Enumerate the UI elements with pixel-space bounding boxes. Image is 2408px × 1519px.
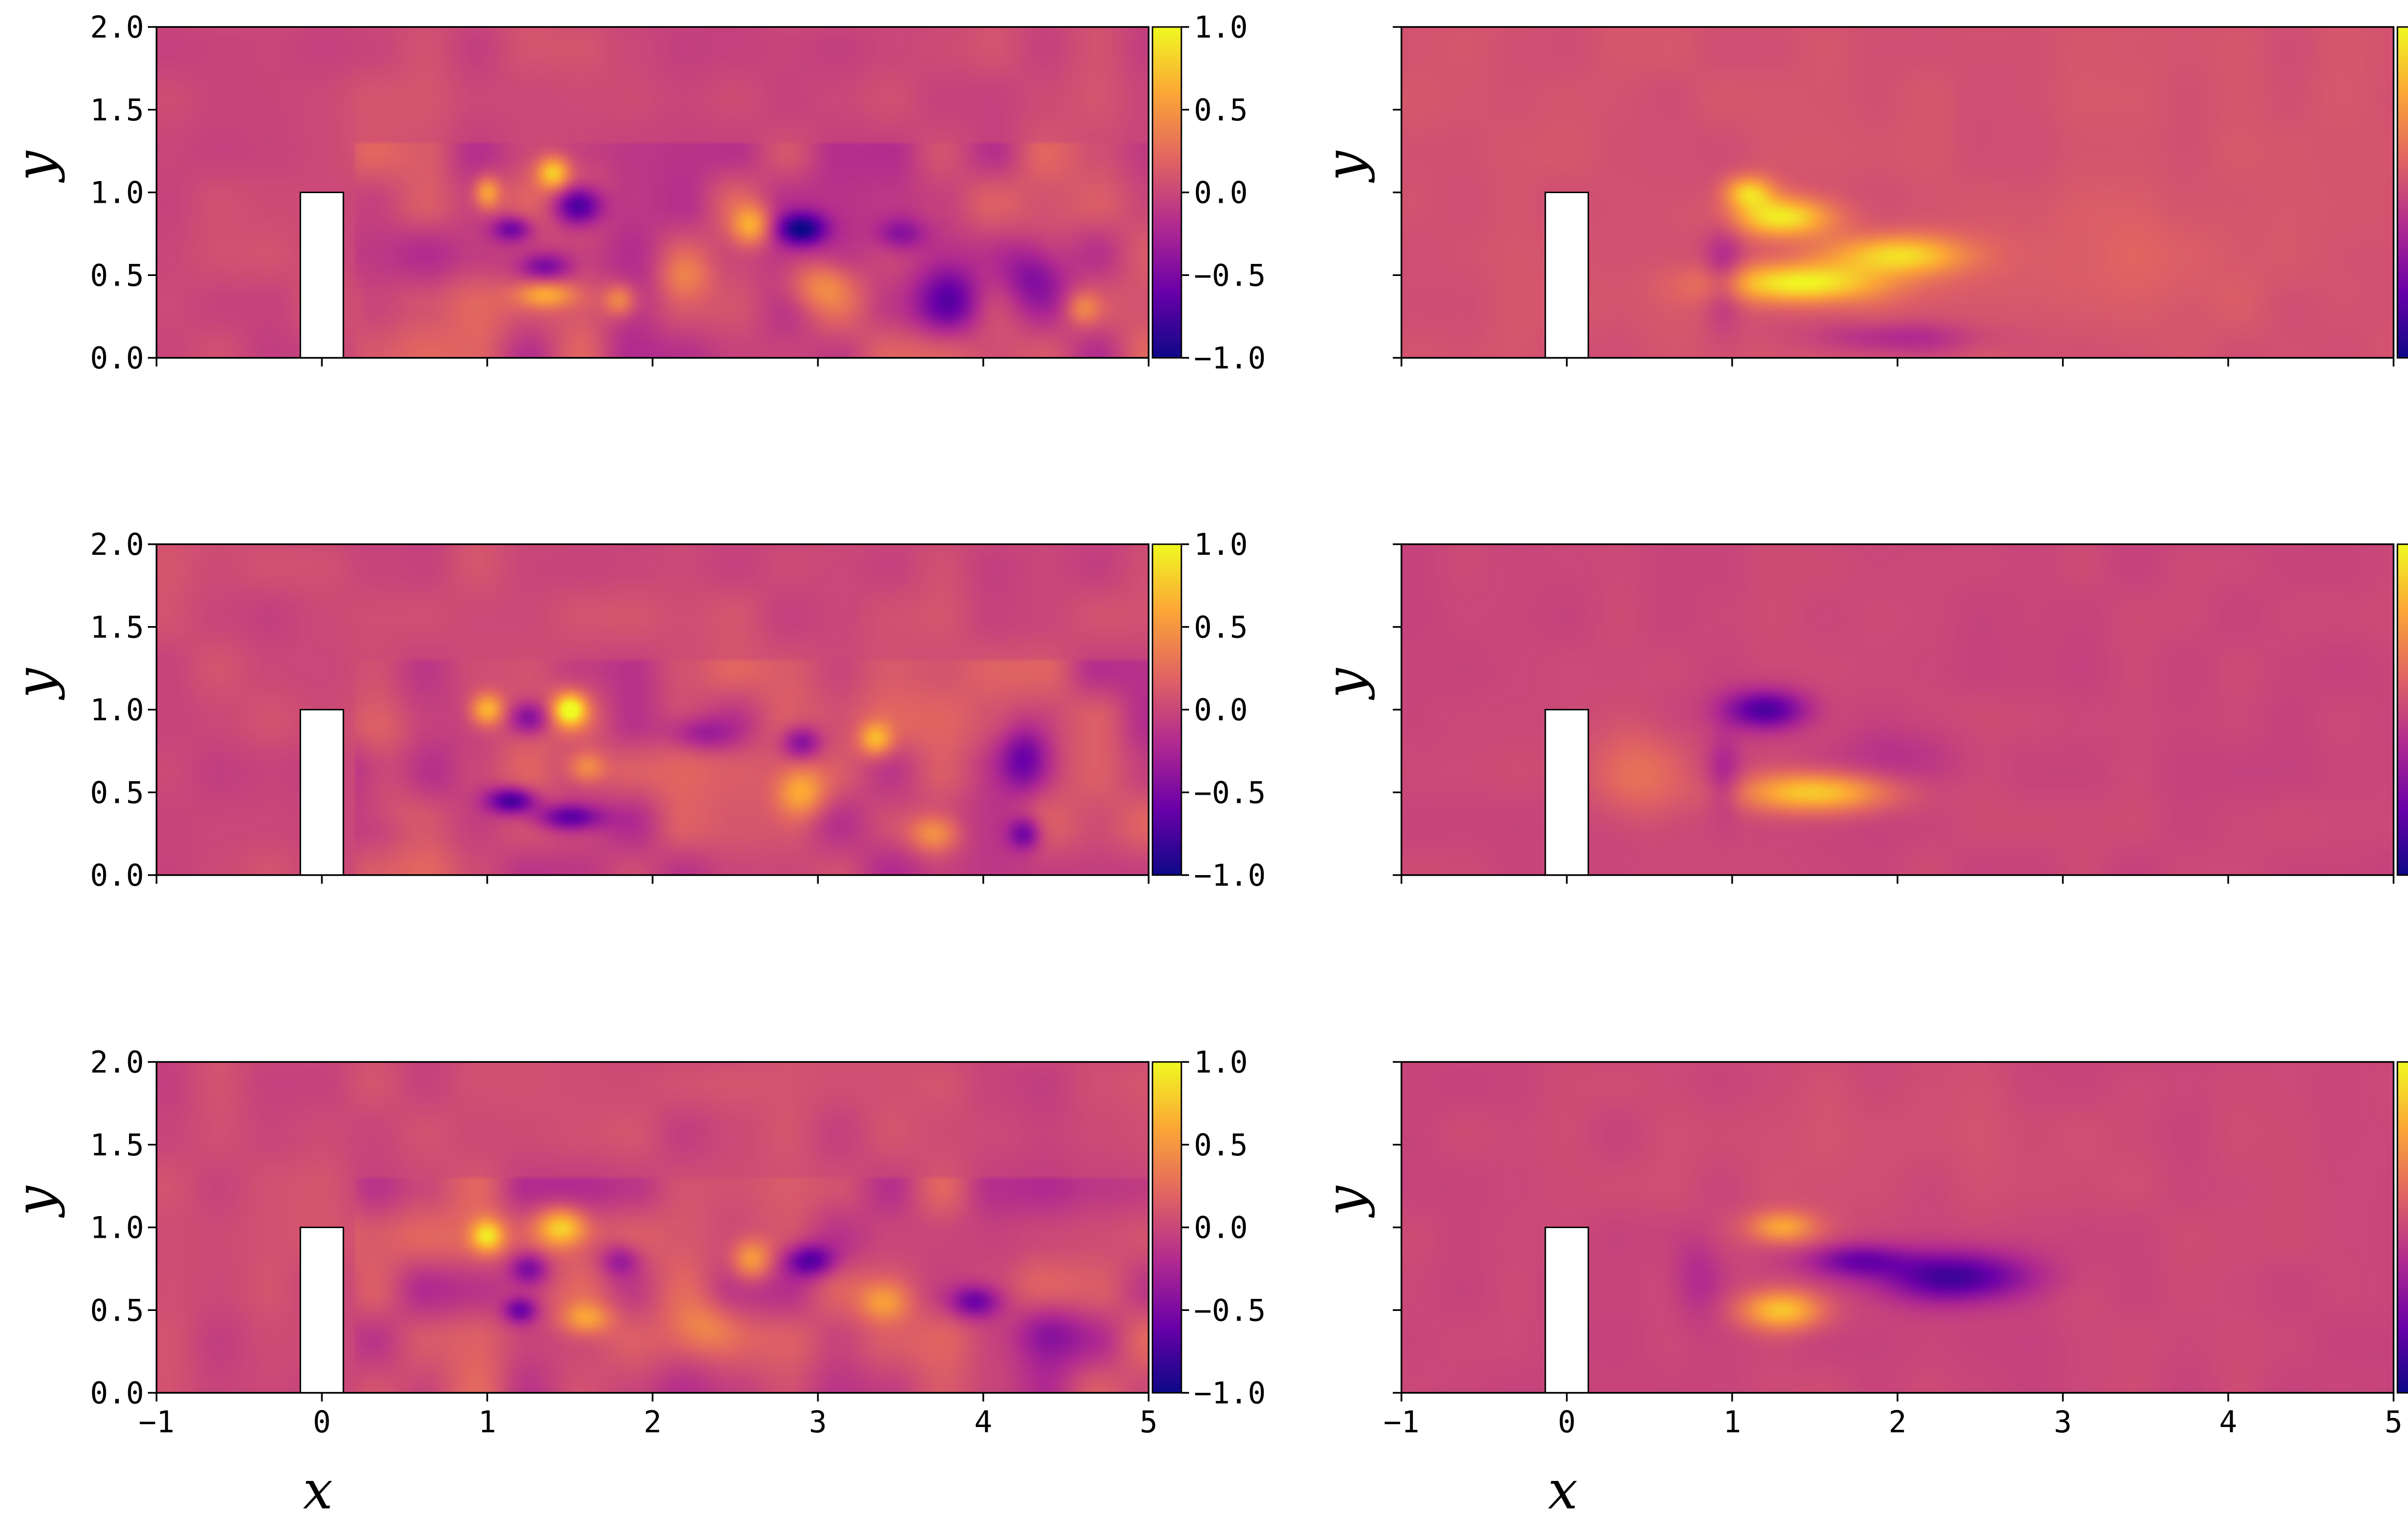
y-tick-label: 0.0 xyxy=(90,858,144,893)
colorbar-tick-label: −0.5 xyxy=(1194,1293,1266,1328)
colorbar-tick-label: 1.0 xyxy=(1194,527,1248,562)
colorbar xyxy=(1152,543,1182,876)
panel-row1-left: 0.0 0.5 1.0 1.5 2.0 y −1.0 −0.5 0.0 0.5 1.0 xyxy=(4,10,1266,376)
obstacle xyxy=(300,709,344,876)
x-tick-label: 4 xyxy=(974,1404,992,1440)
y-axis-title: y xyxy=(4,1185,65,1218)
y-tick-label: 1.0 xyxy=(90,693,144,728)
colorbar xyxy=(2396,1061,2408,1394)
obstacle xyxy=(1544,709,1589,876)
colorbar-tick-label: 0.0 xyxy=(1194,1210,1248,1245)
y-tick-label: 1.0 xyxy=(90,1210,144,1245)
x-tick-label: 5 xyxy=(2384,1404,2402,1440)
y-axis-title: y xyxy=(1314,150,1375,183)
x-tick-label: 3 xyxy=(2054,1404,2072,1440)
y-tick-label: 0.5 xyxy=(90,775,144,810)
obstacle xyxy=(1544,192,1589,359)
colorbar-tick-label: 1.0 xyxy=(1194,10,1248,45)
y-axis-title: y xyxy=(4,668,65,701)
colorbar-tick-label: 0.0 xyxy=(1194,175,1248,210)
colorbar-tick-label: 0.5 xyxy=(1194,92,1248,128)
y-tick-label: 1.5 xyxy=(90,610,144,645)
y-tick-label: 0.0 xyxy=(90,1375,144,1411)
x-tick-label: 1 xyxy=(1723,1404,1741,1440)
colorbar-tick-label: 1.0 xyxy=(1194,1045,1248,1080)
colorbar xyxy=(1152,26,1182,359)
obstacle xyxy=(1544,1227,1589,1394)
x-tick-label: −1 xyxy=(139,1404,175,1440)
colorbar-tick-label: 0.5 xyxy=(1194,1127,1248,1163)
y-tick-label: 1.5 xyxy=(90,92,144,128)
colorbar xyxy=(2396,543,2408,876)
colorbar-tick-label: −1.0 xyxy=(1194,858,1266,893)
colorbar-tick-label: −1.0 xyxy=(1194,340,1266,376)
colorbar-tick-label: −1.0 xyxy=(1194,1375,1266,1411)
panel-row2-left: 0.0 0.5 1.0 1.5 2.0 y −1.0 −0.5 0.0 0.5 1.0 xyxy=(4,527,1266,893)
y-tick-label: 2.0 xyxy=(90,1045,144,1080)
x-tick-label: 2 xyxy=(1888,1404,1906,1440)
x-tick-label: −1 xyxy=(1384,1404,1420,1440)
colorbar-tick-label: −0.5 xyxy=(1194,258,1266,293)
y-tick-label: 2.0 xyxy=(90,10,144,45)
y-tick-label: 1.5 xyxy=(90,1127,144,1163)
y-tick-label: 0.5 xyxy=(90,258,144,293)
panel-row2-right: y−1.0−0.50.00.51.0 xyxy=(1314,543,2408,884)
obstacle xyxy=(300,192,344,359)
x-tick-label: 3 xyxy=(809,1404,827,1440)
y-axis-title: y xyxy=(1314,1185,1375,1218)
x-tick-label: 4 xyxy=(2219,1404,2237,1440)
y-tick-label: 2.0 xyxy=(90,527,144,562)
panels-layer: 0.00.51.01.52.0y−1.0−0.50.00.51.0y−1.0−0… xyxy=(4,10,2408,1519)
x-tick-label: 0 xyxy=(1558,1404,1576,1440)
obstacle xyxy=(300,1227,344,1394)
colorbar xyxy=(2396,26,2408,359)
y-tick-label: 0.0 xyxy=(90,340,144,376)
x-axis-title: x xyxy=(1548,1459,1578,1519)
y-axis-title: y xyxy=(1314,668,1375,701)
x-tick-label: 1 xyxy=(478,1404,496,1440)
x-tick-label: 2 xyxy=(643,1404,661,1440)
y-axis-title: y xyxy=(4,150,65,183)
panel-row1-right: y−1.0−0.50.00.51.0 xyxy=(1314,26,2408,367)
x-tick-label: 0 xyxy=(313,1404,331,1440)
x-tick-label: 5 xyxy=(1139,1404,1157,1440)
y-tick-label: 0.5 xyxy=(90,1293,144,1328)
colorbar-tick-label: 0.5 xyxy=(1194,610,1248,645)
x-axis-title: x xyxy=(303,1459,333,1519)
colorbar xyxy=(1152,1061,1182,1394)
panel-row3-left: −1 0 1 2 3 4 5 0.0 0.5 1.0 1.5 2.0 y x −1.0 −0.5 0.0 0.5 1… xyxy=(4,1045,1266,1519)
colorbar-tick-label: −0.5 xyxy=(1194,775,1266,810)
y-tick-label: 1.0 xyxy=(90,175,144,210)
colorbar-tick-label: 0.0 xyxy=(1194,693,1248,728)
